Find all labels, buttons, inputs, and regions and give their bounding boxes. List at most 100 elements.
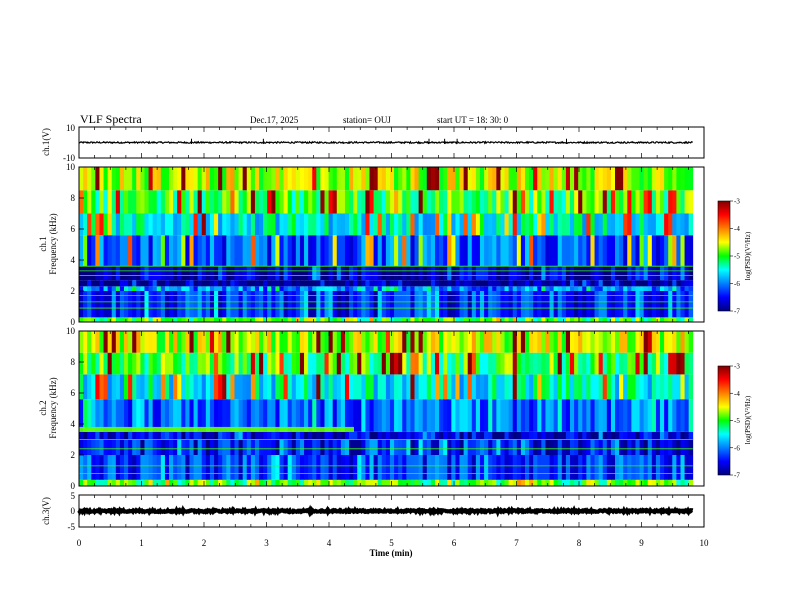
ch2-spectrogram-cell <box>627 374 632 400</box>
time-tick-label: 7 <box>514 538 519 548</box>
ch2-spectrogram-cell <box>434 399 440 432</box>
ch1-spectrogram-cell <box>549 286 555 291</box>
ch2-spectrogram-cell <box>418 399 424 432</box>
ch2-spectrogram-cell <box>344 399 350 432</box>
ch1-spectrogram-cell <box>434 167 440 191</box>
ch2-spectrogram-cell <box>615 374 620 400</box>
ch2-spectrogram-cell <box>422 374 428 400</box>
ch2-spectrogram-cell <box>610 352 616 375</box>
ch1-spectrogram-cell <box>651 213 657 236</box>
ch2-spectrogram-cell <box>271 352 276 375</box>
ch2-spectrogram-cell <box>410 352 415 375</box>
ch2-spectrogram-cell <box>156 439 162 455</box>
ch2-spectrogram-cell <box>238 399 244 432</box>
ch2-spectrogram-cell <box>537 431 542 440</box>
ch2-spectrogram-cell <box>496 455 501 480</box>
ch2-spectrogram-cell <box>189 399 194 432</box>
ch1-spectrogram-cell <box>275 235 280 267</box>
ch2-spectrogram-cell <box>95 374 100 400</box>
ch1-spectrogram-cell <box>156 291 162 318</box>
ch2-spectrogram-cell <box>647 431 653 440</box>
ch1-spectrogram-cell <box>349 291 354 318</box>
colorbar-tick-label: -6 <box>734 444 740 452</box>
ch1-spectrogram-cell <box>353 317 358 322</box>
ch2-spectrogram-cell <box>291 331 297 353</box>
ch2-spectrogram-cell <box>242 455 248 480</box>
ch1-spectrogram-cell <box>222 286 227 291</box>
ch2-spectrogram-cell <box>565 455 571 480</box>
ch2-spectrogram-cell <box>95 439 100 455</box>
ch1-spectrogram-cell <box>484 266 489 281</box>
ch2-spectrogram-cell <box>463 331 469 353</box>
colorbar-tick-label: -7 <box>734 472 740 480</box>
ch2-spectrogram-cell <box>205 439 211 455</box>
ch1-spectrogram-cell <box>447 235 452 267</box>
ch2-spectrogram-cell <box>549 455 555 480</box>
ch2-spectrogram-cell <box>434 439 440 455</box>
ch1-spectrogram-cell <box>422 317 428 322</box>
ch1-spectrogram-cell <box>606 286 612 291</box>
ch1-spectrogram-cell <box>214 317 219 322</box>
ch1-spectrogram-cell <box>299 235 305 267</box>
ch1-spectrogram-cell <box>214 266 219 281</box>
ch2-spectrogram-cell <box>529 352 534 375</box>
ch2-spectrogram-cell <box>533 455 538 480</box>
ch1-spectrogram-cell <box>615 291 620 318</box>
ch1-spectrogram-cell <box>107 280 113 287</box>
ch2-spectrogram-cell <box>107 374 113 400</box>
ch2-spectrogram-cell <box>590 352 595 375</box>
ch1-spectrogram-cell <box>324 235 329 267</box>
ch2-spectrogram-cell <box>271 331 276 353</box>
ch2-spectrogram-cell <box>254 439 260 455</box>
ch2-spectrogram-cell <box>631 455 636 480</box>
ch1-spectrogram-cell <box>304 291 309 318</box>
ch1-spectrogram-cell <box>263 280 268 287</box>
ch1-spectrogram-cell <box>103 213 109 236</box>
ch1-ytick-top: 10 <box>66 123 76 133</box>
ch1-spectrogram-cell <box>152 190 158 214</box>
ch1-spectrogram-cell <box>455 266 460 281</box>
ch1-spectrogram-cell <box>181 266 186 281</box>
ch1-spectrogram-cell <box>340 317 346 322</box>
ch2-spectrogram-cell <box>680 331 685 353</box>
ch2-spectrogram-cell <box>524 479 530 486</box>
ch2-spectrogram-cell <box>365 399 370 432</box>
ch1-spectrogram-cell <box>83 286 88 291</box>
ch2-spectrogram-cell <box>83 331 88 353</box>
time-axis-tick-labels: 0 1 2 3 4 5 6 7 8 9 10 <box>77 538 709 548</box>
ch2-spectrogram-cell <box>565 479 571 486</box>
colorbar-ch1: -3-4-5-6-7 log(PSD)(V²/Hz) <box>717 198 752 316</box>
ch2-spectrogram-cell <box>582 374 587 400</box>
ch2-spectrogram-cell <box>320 374 325 400</box>
ch2-spectrogram-cell <box>340 439 346 455</box>
ch1-spectrogram-cell <box>574 266 579 281</box>
ch1-spectrogram-cell <box>529 235 534 267</box>
ch1-spectrogram-cell <box>537 213 542 236</box>
ch1-spectrogram-cell <box>205 235 211 267</box>
ch2-spectrogram-cell <box>467 439 473 455</box>
ch2-spectrogram-cell <box>578 431 583 440</box>
ch2-spectrogram-cell <box>434 479 440 486</box>
ch2-spectrogram-cell <box>181 352 186 375</box>
ch2-spectrogram-cell <box>398 399 403 432</box>
ch1-spectrogram-cell <box>160 213 166 236</box>
ch1-spectrogram-cell <box>287 167 293 191</box>
ch1-spectrogram-cell <box>246 317 252 322</box>
ch1-spectrogram-cell <box>295 286 301 291</box>
ch1-spectrogram-cell <box>193 280 199 287</box>
ch2-spectrogram-cell <box>181 455 186 480</box>
ch1-spectrogram-cell <box>598 280 604 287</box>
ch1-spectrogram-cell <box>418 280 424 287</box>
ch1-spectrogram-cell <box>373 167 379 191</box>
ch2-spectrogram-cell <box>349 431 354 440</box>
ch2-spectrogram-cell <box>87 374 92 400</box>
ch1-spectrogram-cell <box>520 291 526 318</box>
ch1-spectrogram-cell <box>209 235 215 267</box>
ch2-spectrogram-cell <box>242 431 248 440</box>
ch2-spectrogram-cell <box>308 439 313 455</box>
ch2-spectrogram-cell <box>111 352 117 375</box>
ch2-spectrogram-cell <box>394 431 399 440</box>
ch2-spectrogram-cell <box>230 352 235 375</box>
ch1-spectrogram-cell <box>475 190 481 214</box>
ch1-spectrogram-cell <box>95 190 100 214</box>
